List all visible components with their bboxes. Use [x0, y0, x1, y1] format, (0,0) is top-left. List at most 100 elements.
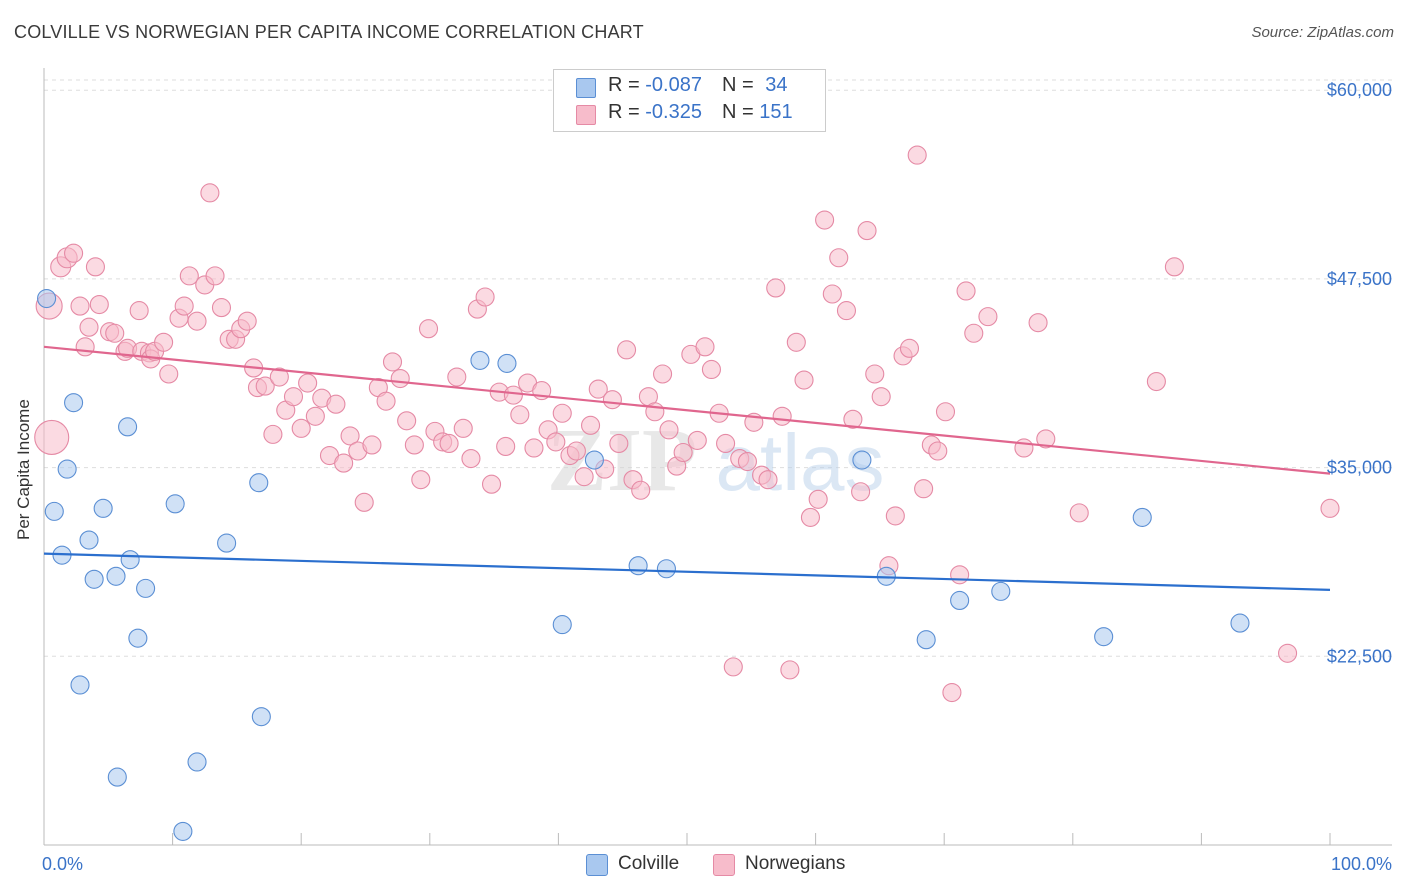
- norwegians-point: [653, 364, 673, 384]
- norwegians-point: [815, 210, 835, 230]
- colville-point: [106, 566, 126, 586]
- stats-box: R = -0.087 N = 34 R = -0.325 N = 151: [553, 69, 826, 132]
- norwegians-point: [956, 281, 976, 301]
- colville-point: [991, 581, 1011, 601]
- norwegians-point: [475, 287, 495, 307]
- norwegians-point: [885, 506, 905, 526]
- norwegians-point: [334, 453, 354, 473]
- norwegians-point: [85, 257, 105, 277]
- norwegians-point: [602, 390, 622, 410]
- r-value: -0.087: [645, 74, 702, 96]
- norwegians-point: [503, 385, 523, 405]
- norwegians-point: [510, 405, 530, 425]
- norwegians-point: [772, 406, 792, 426]
- norwegians-point: [64, 243, 84, 263]
- legend-label: Norwegians: [745, 853, 846, 874]
- norwegians-point: [382, 352, 403, 372]
- r-label: R =: [608, 74, 646, 96]
- norwegians-point: [942, 682, 962, 703]
- norwegians-point: [566, 441, 586, 461]
- norwegians-point: [439, 433, 459, 453]
- colville-trend-line: [43, 552, 1331, 591]
- norwegians-point: [723, 657, 743, 677]
- norwegians-point: [89, 295, 109, 315]
- n-label: N =: [721, 101, 760, 123]
- norwegians-point: [34, 419, 70, 455]
- colville-point: [251, 707, 271, 727]
- chart-title: COLVILLE VS NORWEGIAN PER CAPITA INCOME …: [14, 22, 644, 42]
- norwegians-point: [326, 394, 346, 414]
- norwegians-point: [397, 411, 417, 431]
- norwegians-point: [829, 248, 849, 268]
- norwegians-point: [340, 426, 360, 446]
- norwegians-points: [34, 145, 1340, 703]
- trend-lines: [43, 345, 1331, 591]
- norwegians-point: [914, 479, 934, 499]
- norwegians-point: [800, 507, 821, 527]
- norwegians-point: [631, 480, 651, 500]
- norwegians-point: [1069, 503, 1089, 523]
- norwegians-point: [70, 296, 90, 316]
- norwegians-point: [411, 470, 431, 490]
- n-value: 151: [759, 101, 793, 123]
- norwegians-point: [950, 565, 970, 585]
- norwegians-point: [159, 364, 179, 384]
- colville-swatch: [586, 854, 608, 876]
- stats-text: R = -0.087 N = 34: [608, 74, 787, 97]
- norwegians-point: [211, 298, 232, 318]
- axes: [43, 68, 1392, 846]
- norwegians-point: [843, 409, 863, 429]
- colville-point: [217, 533, 237, 553]
- y-axis-label: Per Capita Income: [14, 399, 33, 540]
- norwegians-point: [255, 376, 275, 396]
- colville-point: [93, 498, 113, 518]
- norwegians-point: [737, 452, 757, 472]
- colville-point: [70, 675, 90, 695]
- norwegians-point: [1164, 257, 1184, 277]
- colville-point: [84, 569, 104, 589]
- colville-point: [470, 350, 490, 370]
- norwegians-point: [758, 470, 778, 490]
- stats-text: R = -0.325 N = 151: [608, 101, 793, 124]
- norwegians-point: [687, 430, 707, 450]
- colville-point: [497, 353, 517, 373]
- norwegians-point: [187, 311, 207, 331]
- norwegians-point: [362, 435, 382, 455]
- norwegians-point: [524, 438, 544, 458]
- norwegians-point: [851, 482, 871, 502]
- colville-point: [44, 501, 64, 521]
- norwegians-point: [291, 418, 311, 438]
- norwegians-point: [305, 406, 325, 426]
- norwegians-point: [481, 474, 502, 494]
- norwegians-point: [1014, 438, 1034, 458]
- norwegians-point: [588, 379, 608, 399]
- y-tick-label: $47,500: [1327, 269, 1392, 289]
- norwegians-point: [390, 368, 410, 389]
- n-label: N =: [721, 74, 760, 96]
- norwegians-point: [376, 391, 396, 411]
- norwegians-point: [105, 323, 125, 343]
- y-tick-label: $35,000: [1327, 458, 1392, 478]
- colville-point: [118, 417, 138, 437]
- colville-point: [628, 556, 648, 576]
- r-label: R =: [608, 101, 646, 123]
- tick-labels: $22,500 $35,000 $47,500 $60,000 0.0% 100.0%: [42, 80, 1392, 874]
- norwegians-point: [546, 432, 566, 452]
- x-tick-label: 100.0%: [1331, 854, 1392, 874]
- norwegians-point: [79, 317, 99, 337]
- colville-point: [107, 767, 127, 787]
- colville-point: [1230, 613, 1250, 633]
- norwegians-point: [673, 442, 693, 463]
- norwegians-point: [418, 319, 439, 339]
- norwegians-point: [552, 403, 572, 423]
- norwegians-point: [496, 436, 516, 457]
- norwegians-point: [857, 221, 877, 241]
- n-value: 34: [765, 74, 788, 96]
- colville-point: [187, 752, 207, 772]
- norwegians-point: [964, 323, 984, 343]
- y-tick-label: $60,000: [1327, 80, 1392, 100]
- norwegians-point: [808, 489, 828, 509]
- legend-label: Colville: [618, 853, 680, 874]
- norwegians-point: [865, 364, 885, 384]
